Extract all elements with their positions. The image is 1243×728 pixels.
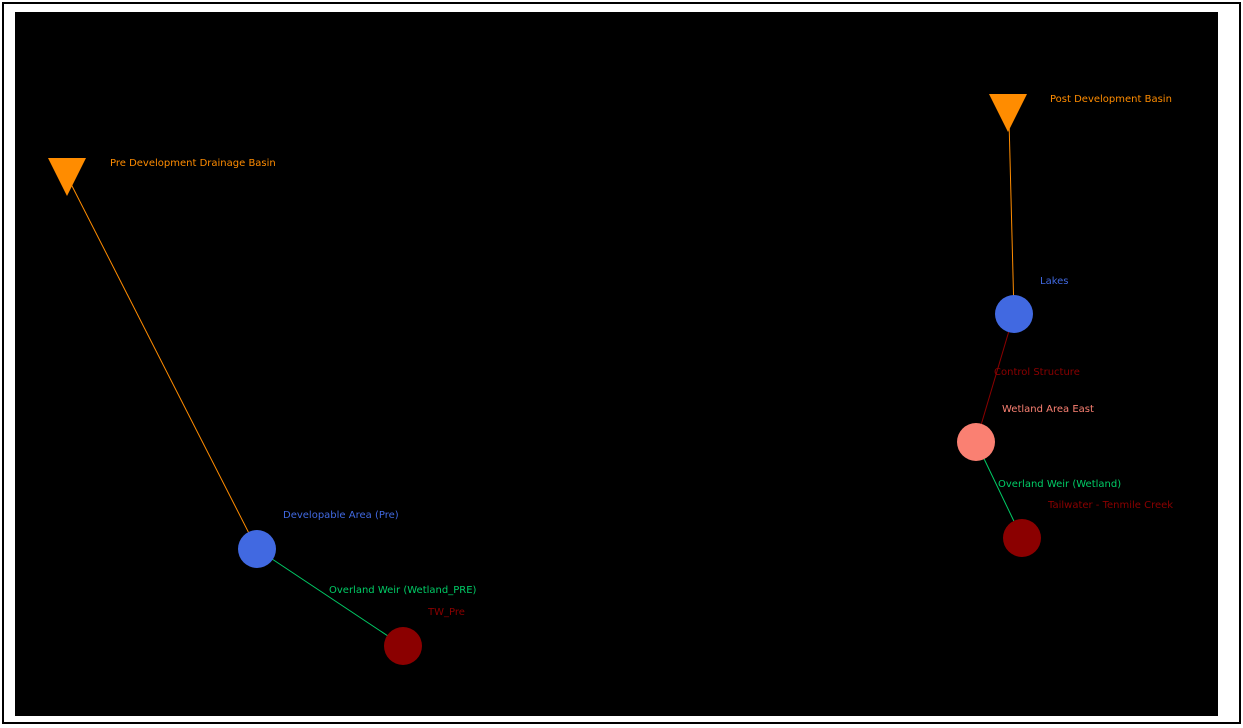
network-canvas[interactable]: Pre Development Drainage Basin Post Devel… [15,12,1218,716]
node-label-pre-basin: Pre Development Drainage Basin [110,158,276,169]
link-label-weir-pre: Overland Weir (Wetland_PRE) [329,585,477,596]
orange-triangle-icon[interactable] [48,158,86,196]
link-control-structure[interactable] [975,313,1015,443]
salmon-circle-icon[interactable] [957,423,995,461]
network-diagram [48,94,1041,665]
orange-triangle-icon[interactable] [989,94,1027,132]
node-label-tailwater-tenmile: Tailwater - Tenmile Creek [1048,500,1174,511]
node-label-wetland-east: Wetland Area East [1002,404,1094,415]
node-label-developable-area: Developable Area (Pre) [283,510,399,521]
link-weir-pre[interactable] [256,548,404,647]
dark-red-circle-icon[interactable] [1003,519,1041,557]
node-label-lakes: Lakes [1040,276,1069,287]
blue-circle-icon[interactable] [995,295,1033,333]
node-label-tw-pre: TW_Pre [428,607,465,618]
link-runoff-pre[interactable] [70,183,258,550]
link-runoff-post[interactable] [1008,119,1015,315]
node-label-post-basin: Post Development Basin [1050,94,1172,105]
link-label-weir-wetland: Overland Weir (Wetland) [998,479,1122,490]
dark-red-circle-icon[interactable] [384,627,422,665]
link-label-control-structure: Control Structure [994,367,1080,378]
blue-circle-icon[interactable] [238,530,276,568]
